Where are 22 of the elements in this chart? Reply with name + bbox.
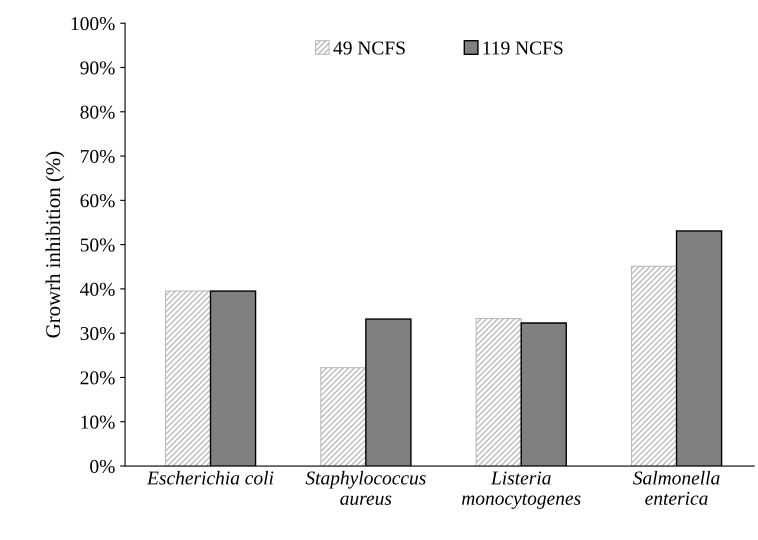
x-tick-label: Escherichia coli (146, 470, 274, 485)
bar (630, 266, 678, 466)
y-tick-label: 80% (80, 106, 115, 119)
y-tick-label: 70% (80, 150, 115, 164)
y-tick-label: 30% (80, 326, 115, 340)
bar (320, 367, 366, 466)
y-tick-label: 20% (80, 371, 115, 384)
y-tick-label: 40% (80, 282, 115, 296)
x-tick-label: Listeria monocytogenes (462, 472, 581, 509)
bar (476, 318, 522, 466)
y-axis-title: Growrh inhibition (%) (46, 152, 64, 338)
x-tick-label: Salmonella enterica (633, 470, 720, 505)
y-tick-label: 10% (81, 416, 115, 429)
y-tick-label: 90% (80, 61, 115, 74)
y-tick-label: 100% (72, 17, 115, 30)
x-tick-label: Staphylococcus aureus (306, 470, 426, 505)
y-tick-label: 60% (80, 194, 115, 208)
legend-label: 119 NCFS (484, 41, 563, 55)
y-tick-label: 50% (80, 238, 115, 252)
y-tick-label: 0% (90, 460, 115, 474)
bar (164, 290, 212, 466)
legend-label: 49 NCFS (333, 41, 405, 55)
